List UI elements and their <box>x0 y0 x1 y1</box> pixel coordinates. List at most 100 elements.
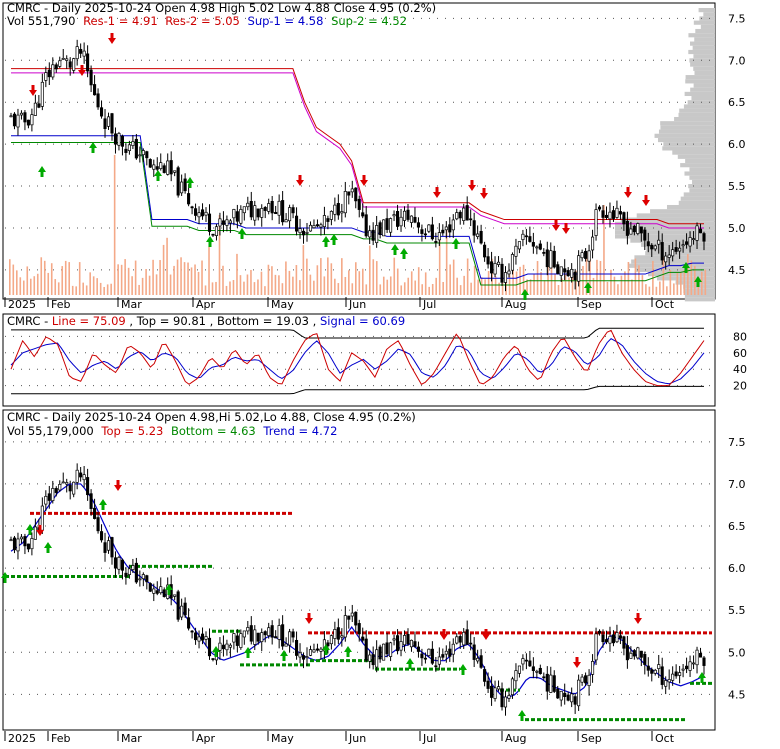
candle-body <box>549 250 553 269</box>
volume-bar <box>148 275 151 295</box>
volume-bar <box>589 259 591 295</box>
candle-body <box>653 669 657 674</box>
candle-body <box>333 204 337 215</box>
candle-body <box>667 679 671 683</box>
candle-body <box>221 644 225 650</box>
volume-bar <box>141 277 144 295</box>
panel1-res2: Res-2 = 5.05 <box>165 14 240 28</box>
volume-bar <box>99 282 102 295</box>
candle-body <box>256 208 260 218</box>
candle-body <box>120 559 124 571</box>
candle-body <box>500 263 504 283</box>
candle-body <box>350 188 354 193</box>
candle-body <box>503 272 508 283</box>
candle-body <box>68 485 72 492</box>
volume-bar <box>375 261 378 295</box>
volume-bar <box>253 282 256 295</box>
volume-bar <box>120 264 123 295</box>
volume-bar <box>113 155 116 295</box>
candle-body <box>249 625 253 642</box>
volume-profile-bar <box>689 188 715 193</box>
volume-bar <box>50 263 53 295</box>
candle-body <box>284 219 288 223</box>
volume-bar <box>295 265 298 295</box>
volume-profile-bar <box>615 221 715 226</box>
volume-bar <box>438 231 441 295</box>
down-arrow-icon <box>624 187 632 198</box>
candle-body <box>326 642 330 647</box>
candle-body <box>625 645 629 661</box>
candle-body <box>180 605 184 618</box>
candle-body <box>30 114 34 126</box>
volume-profile-bar <box>656 276 715 281</box>
candle-body <box>587 250 591 262</box>
volume-profile-bar <box>679 108 715 113</box>
x-tick-label: May <box>271 732 294 745</box>
candle-body <box>681 668 685 671</box>
candle-body <box>361 636 365 641</box>
candle-body <box>281 200 285 223</box>
candle-body <box>395 635 400 652</box>
support-line <box>11 135 704 279</box>
volume-bar <box>428 286 430 295</box>
panel3-legend: Vol 55,179,000 Top = 5.23 Bottom = 4.63 … <box>7 424 337 438</box>
volume-bar <box>278 275 280 295</box>
candle-body <box>542 252 546 254</box>
candle-body <box>521 658 525 665</box>
candle-body <box>542 676 546 679</box>
panel3-frame <box>2 409 716 731</box>
volume-bar <box>33 276 36 295</box>
y-tick-label: 6.5 <box>728 96 746 109</box>
candle-body <box>19 536 23 540</box>
candle-body <box>514 670 518 682</box>
volume-bar <box>704 269 707 295</box>
candle-body <box>9 115 13 118</box>
volume-bar <box>15 270 18 295</box>
candle-body <box>274 211 278 215</box>
volume-bar <box>669 270 672 295</box>
volume-bar <box>134 260 137 295</box>
candle-body <box>577 679 581 707</box>
volume-bar <box>624 271 626 295</box>
volume-bar <box>505 277 507 295</box>
volume-bar <box>526 279 528 295</box>
volume-bar <box>330 263 333 295</box>
volume-bar <box>299 280 301 295</box>
candle-body <box>594 209 598 236</box>
volume-bar <box>379 284 382 295</box>
up-arrow-icon <box>518 710 526 721</box>
volume-bar <box>687 254 689 295</box>
candle-body <box>354 611 358 626</box>
candle-body <box>685 665 689 670</box>
candle-body <box>531 242 535 247</box>
y-tick-label: 60 <box>733 347 747 360</box>
panel2-y-ticks: 80 60 40 20 <box>733 330 747 392</box>
panel3-arrows <box>1 480 706 721</box>
candle-body <box>16 538 20 552</box>
candle-body <box>75 469 79 483</box>
volume-profile-bar <box>693 66 715 71</box>
volume-profile-bar <box>672 150 715 155</box>
candle-body <box>507 270 511 275</box>
volume-profile-bar <box>699 16 715 21</box>
candle-body <box>556 688 560 699</box>
candle-body <box>120 135 124 147</box>
volume-bar <box>169 274 172 295</box>
volume-bar <box>561 278 563 295</box>
volume-bar <box>225 285 228 295</box>
up-arrow-icon <box>694 276 702 287</box>
down-arrow-icon <box>108 33 116 44</box>
volume-profile-bar <box>650 209 715 214</box>
up-arrow-icon <box>26 524 34 535</box>
volume-bar <box>655 286 658 295</box>
volume-profile-bar <box>640 242 715 247</box>
candle-body <box>103 118 107 130</box>
candle-body <box>524 235 528 238</box>
candle-body <box>86 477 90 496</box>
candle-body <box>106 116 111 127</box>
volume-bar <box>386 279 389 295</box>
candle-body <box>86 53 90 72</box>
up-arrow-icon <box>238 228 246 239</box>
candle-body <box>263 631 267 636</box>
candle-body <box>239 633 243 648</box>
